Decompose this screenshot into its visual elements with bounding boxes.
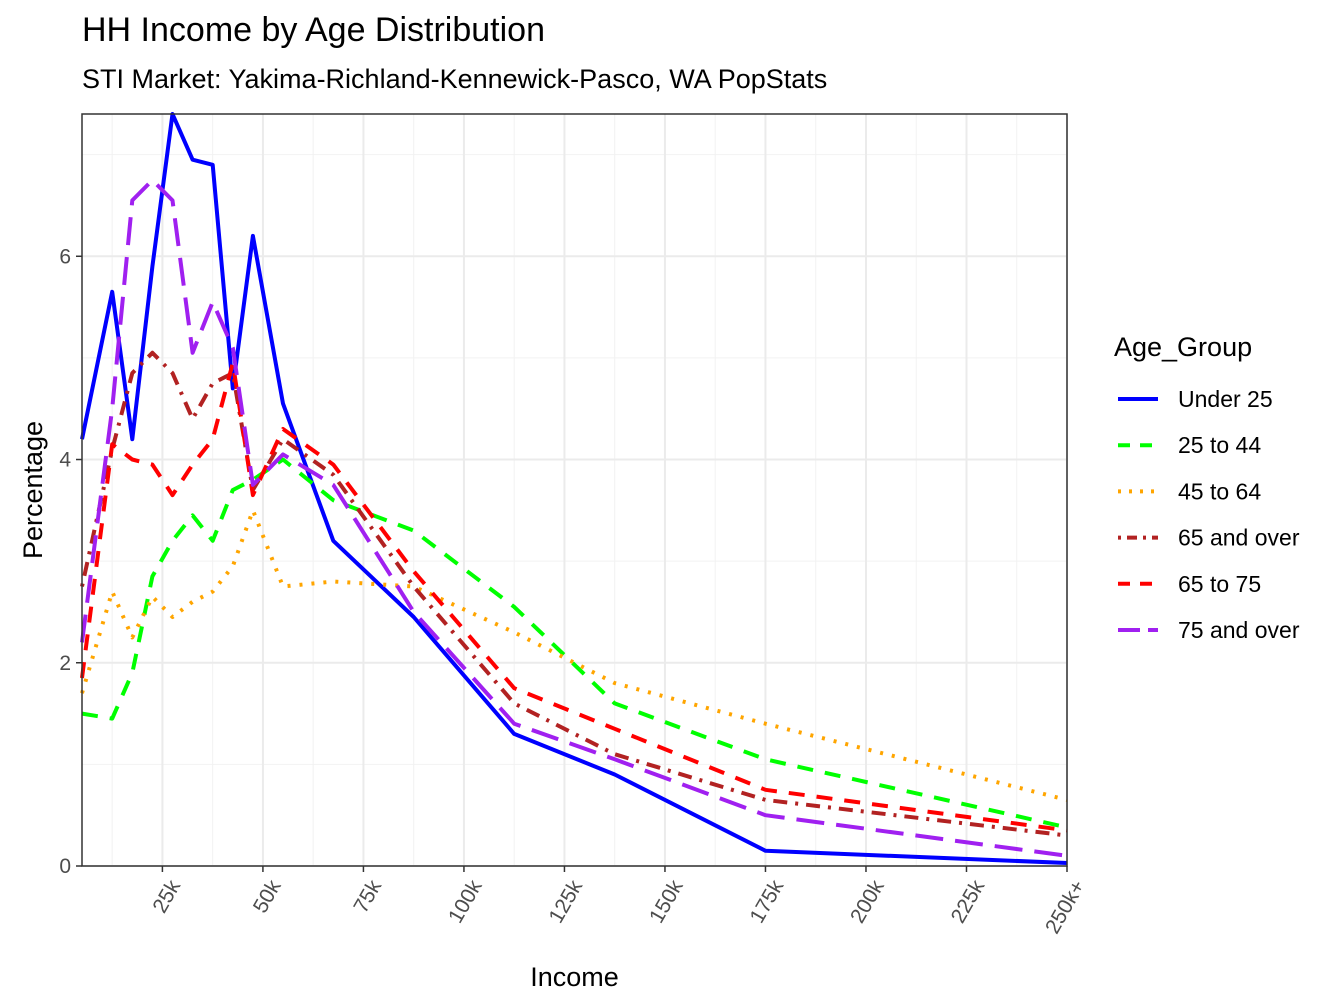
x-tick-label: 50k: [249, 876, 286, 917]
series-line-25-to-44: [81, 457, 1068, 830]
legend: Age_Group Under 25 25 to 44 45 to 64 65 and…: [1114, 332, 1300, 643]
y-axis: 0 2 4 6: [59, 245, 82, 878]
chart-subtitle: STI Market: Yakima-Richland-Kennewick-Pa…: [82, 64, 828, 94]
x-tick-label: 150k: [645, 876, 688, 927]
x-tick-label: 100k: [444, 876, 487, 927]
legend-label-65-and-over: 65 and over: [1178, 525, 1300, 551]
y-tick-label: 6: [59, 245, 71, 268]
y-axis-title: Percentage: [18, 421, 48, 559]
y-tick-label: 0: [59, 855, 71, 878]
chart-title: HH Income by Age Distribution: [82, 11, 545, 49]
plot-panel-border: [81, 113, 1068, 867]
series-line-under-25: [80, 112, 1068, 865]
legend-title: Age_Group: [1114, 332, 1252, 362]
x-axis-title: Income: [530, 962, 619, 992]
x-tick-label: 225k: [947, 876, 990, 927]
grid-major: [82, 114, 1068, 867]
legend-label-75-and-over: 75 and over: [1178, 617, 1300, 643]
x-tick-label: 25k: [148, 876, 185, 917]
x-tick-label: 75k: [349, 876, 386, 917]
y-tick-label: 2: [59, 652, 71, 675]
y-tick-label: 4: [59, 449, 71, 472]
legend-label-45-to-64: 45 to 64: [1178, 478, 1261, 504]
series-line-75-and-over: [80, 178, 1068, 858]
x-tick-label: 250k+: [1041, 876, 1090, 938]
legend-label-25-to-44: 25 to 44: [1178, 432, 1261, 458]
x-tick-label: 175k: [746, 876, 789, 927]
series-lines: [80, 112, 1068, 865]
legend-label-under-25: Under 25: [1178, 386, 1273, 412]
x-tick-label: 125k: [545, 876, 588, 927]
x-tick-label: 200k: [846, 876, 889, 927]
grid-minor: [82, 114, 1067, 866]
legend-label-65-to-75: 65 to 75: [1178, 571, 1261, 597]
x-axis: 25k 50k 75k 100k 125k 150k 175k 200k 225k 250k+: [148, 866, 1090, 938]
series-line-65-and-over: [80, 350, 1068, 838]
